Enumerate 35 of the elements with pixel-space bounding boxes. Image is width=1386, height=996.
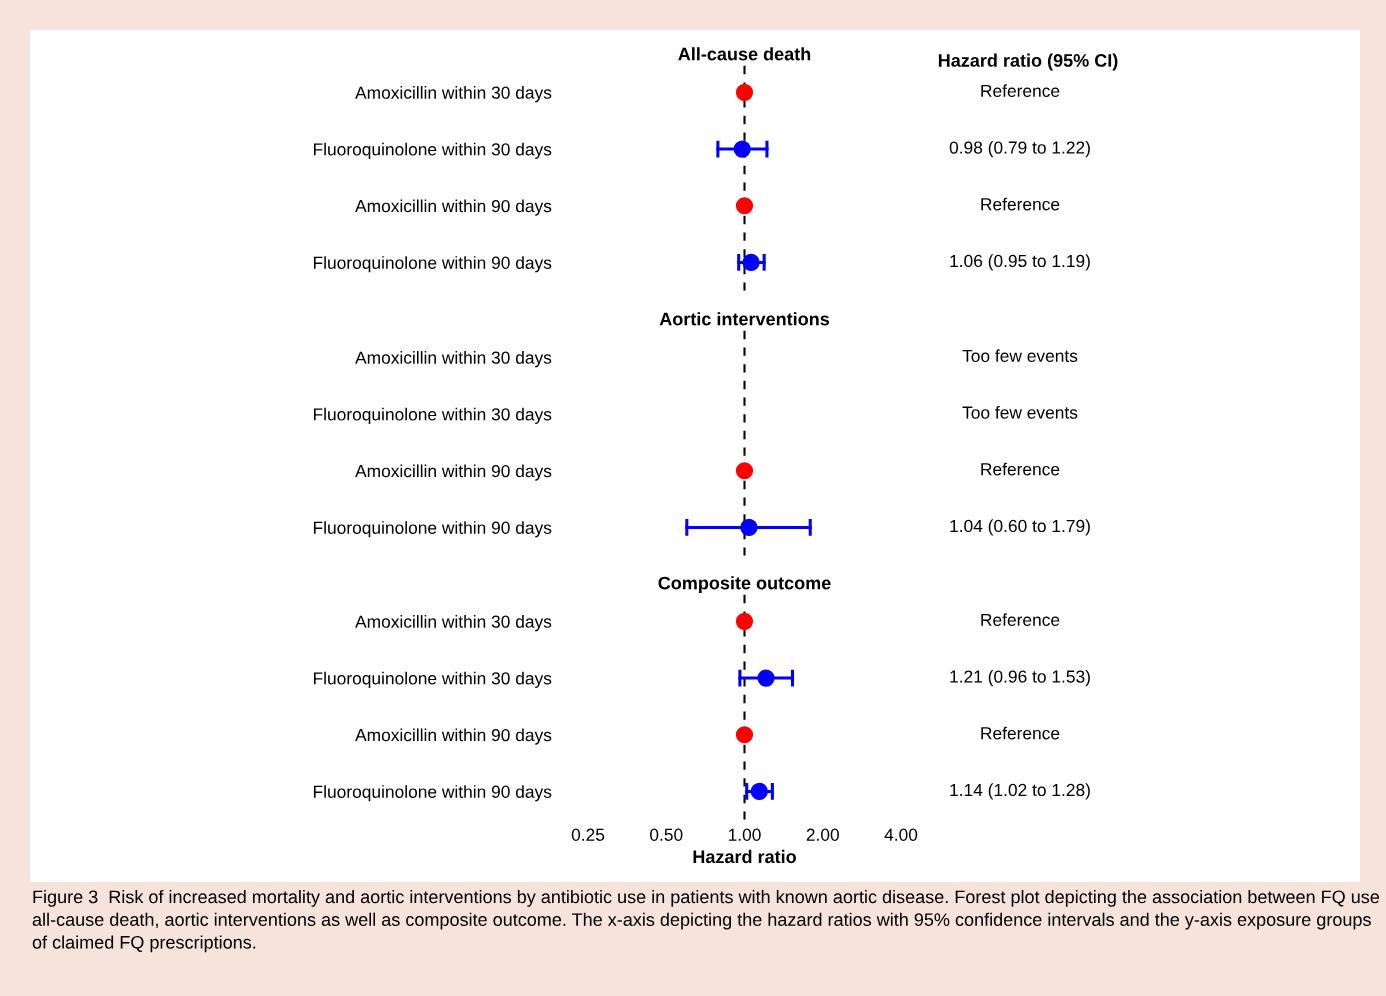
text: Reference: [981, 613, 1060, 627]
y-tick-label: Fluoroquinolone within 90 days: [313, 785, 552, 802]
y-tick-label: Fluoroquinolone within 30 days: [313, 671, 552, 688]
y-tick-label: Amoxicillin within 30 days: [355, 351, 552, 368]
x-tick-label: 4.00: [884, 828, 918, 841]
y-tick-label: Amoxicillin within 30 days: [355, 86, 552, 103]
x-tick-label: 2.00: [806, 828, 839, 841]
x-tick-label: 0.25: [571, 828, 605, 841]
y-tick-label: Amoxicillin within 90 days: [355, 199, 552, 216]
text: 1.21 (0.96 to 1.53): [950, 669, 1090, 687]
text: 0.98 (0.79 to 1.22): [949, 140, 1090, 158]
y-tick-label: Fluoroquinolone within 90 days: [313, 521, 552, 538]
y-tick-label: Fluoroquinolone within 90 days: [313, 256, 552, 273]
text: 1.04 (0.60 to 1.79): [950, 519, 1090, 536]
chart-title: All-cause death: [678, 47, 811, 61]
x-tick-label: 1.00: [728, 828, 761, 841]
y-tick-label: Amoxicillin within 90 days: [355, 464, 552, 481]
caption: Figure 3 Risk of increased mortality and aortic interventions by antibiotic use in patients with known aortic disease. Forest plot depicting the association between FQ use all-cause death, aortic interventions as well as composite outcome. The x-axis depicting the hazard ratios with 95% confidence intervals and the y-axis exposure groups of claimed FQ prescriptions.: [32, 890, 1380, 953]
text: Hazard ratio (95% CI): [938, 53, 1118, 71]
text: Reference: [981, 197, 1060, 211]
y-tick-label: Amoxicillin within 30 days: [355, 615, 552, 632]
chart-title: Composite outcome: [658, 576, 831, 593]
text: 1.06 (0.95 to 1.19): [950, 254, 1090, 271]
text: Reference: [981, 84, 1060, 98]
y-tick-label: Amoxicillin within 90 days: [355, 728, 552, 745]
y-tick-label: Fluoroquinolone within 30 days: [313, 142, 552, 159]
x-tick-label: 0.50: [650, 828, 683, 841]
text: Too few events: [962, 405, 1078, 419]
text: Reference: [981, 726, 1060, 740]
text: Reference: [981, 462, 1060, 476]
chart-title: Aortic interventions: [659, 312, 830, 326]
text: 1.14 (1.02 to 1.28): [950, 783, 1090, 800]
x-axis-title: Hazard ratio: [693, 849, 796, 864]
y-tick-label: Fluoroquinolone within 30 days: [313, 407, 552, 424]
text: Too few events: [962, 349, 1078, 363]
